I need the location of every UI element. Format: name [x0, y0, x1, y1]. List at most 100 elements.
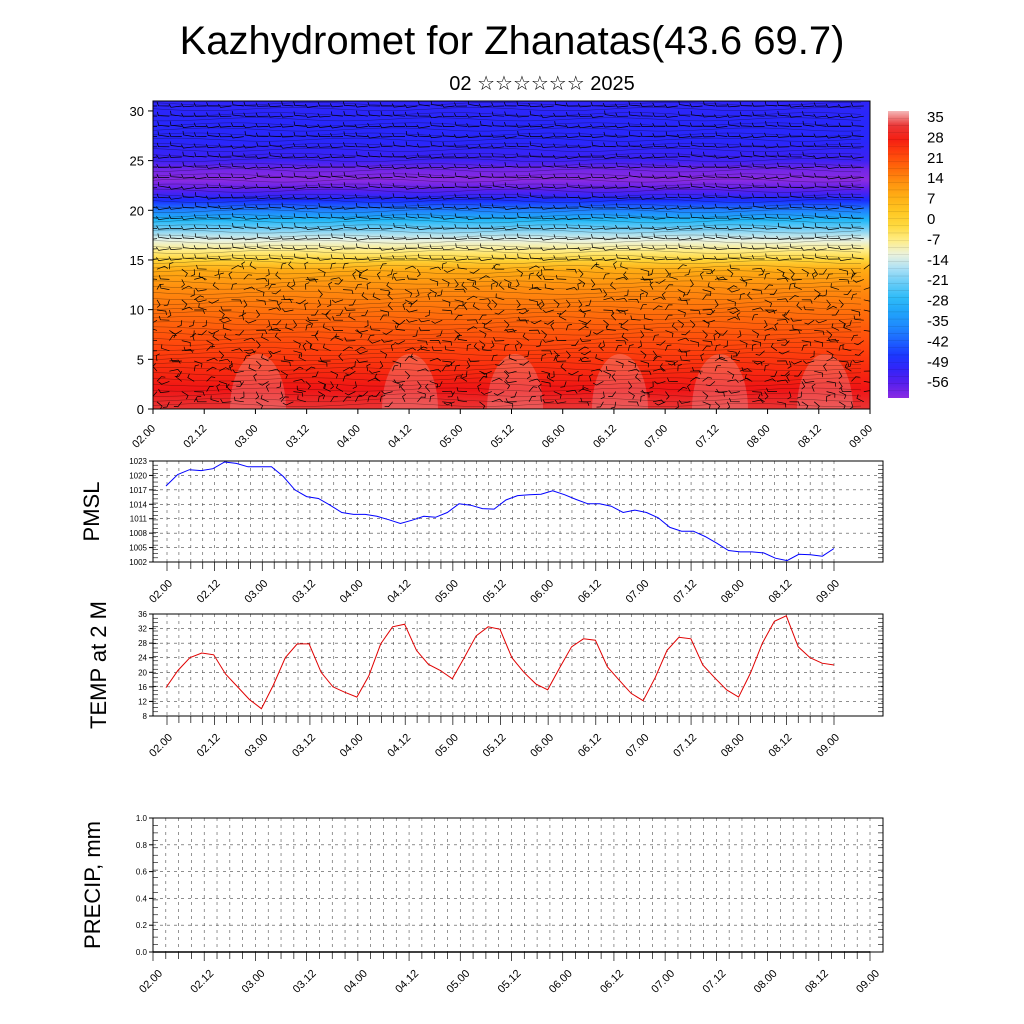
y-axis-title: TEMP at 2 M [86, 601, 111, 729]
section-x-tick-label: 03.12 [284, 423, 312, 451]
x-tick-label: 08.00 [719, 578, 747, 606]
colorbar-label: 28 [927, 129, 944, 146]
x-tick-label: 03.00 [242, 732, 270, 760]
section-x-tick-label: 05.00 [437, 423, 465, 451]
x-tick-label: 07.00 [624, 578, 652, 606]
x-tick-label: 03.00 [242, 578, 270, 606]
y-tick-label: 1020 [129, 471, 147, 480]
section-x-tick-label: 04.00 [335, 423, 363, 451]
section-wind-barbs [153, 101, 870, 409]
colorbar: 35 28 21 14 7 0 -7 -14 -21 -28 -35 -42 -49 -56 [888, 109, 949, 398]
x-tick-label: 05.00 [433, 732, 461, 760]
colorbar-label: 7 [927, 191, 935, 208]
colorbar-label: -14 [927, 252, 949, 269]
x-tick-label: 06.00 [528, 578, 556, 606]
panel-frame [152, 817, 884, 953]
y-tick-label: 24 [138, 654, 147, 663]
y-tick-label: 1005 [129, 544, 147, 553]
section-x-tick-label: 04.12 [386, 423, 414, 451]
colorbar-label: -28 [927, 293, 949, 310]
panel-frame [152, 460, 884, 563]
y-tick-label: 0.6 [136, 868, 148, 877]
y-axis-title: PMSL [79, 482, 104, 542]
x-tick-label: 03.12 [291, 968, 319, 996]
x-tick-label: 05.00 [444, 968, 472, 996]
section-x-tick-label: 02.12 [181, 423, 209, 451]
section-x-tick-label: 05.12 [489, 423, 517, 451]
x-tick-label: 05.12 [481, 732, 509, 760]
x-tick-label: 08.12 [767, 732, 795, 760]
precip-panel: 0.0 0.2 0.4 0.6 0.8 1.0 02.00 02.12 03.00 03.12 04… [80, 814, 884, 996]
colorbar-label: 14 [927, 170, 944, 187]
y-tick-label: 1023 [129, 457, 147, 466]
section-y-tick-label: 20 [130, 203, 144, 218]
chart-title: Kazhydromet for Zhanatas(43.6 69.7) [179, 19, 845, 63]
x-tick-label: 06.12 [576, 732, 604, 760]
section-x-tick-label: 08.00 [745, 423, 773, 451]
section-x-tick-label: 09.00 [847, 423, 875, 451]
section-x-tick-label: 03.00 [233, 423, 261, 451]
colorbar-label: 35 [927, 109, 944, 126]
x-tick-label: 04.12 [393, 968, 421, 996]
colorbar-label: -7 [927, 231, 940, 248]
y-tick-label: 1002 [129, 558, 147, 567]
x-tick-label: 03.12 [290, 578, 318, 606]
section-x-tick-label: 07.00 [642, 423, 670, 451]
x-tick-label: 04.12 [385, 578, 413, 606]
x-tick-label: 08.12 [767, 578, 795, 606]
y-tick-label: 1011 [130, 515, 148, 524]
warm-cell [382, 354, 438, 409]
colorbar-label: -56 [927, 374, 949, 391]
colorbar-label: -21 [927, 272, 949, 289]
x-tick-label: 07.00 [649, 968, 677, 996]
x-tick-label: 04.00 [338, 732, 366, 760]
x-tick-label: 09.00 [814, 732, 842, 760]
series-line [165, 461, 835, 562]
x-tick-label: 04.12 [385, 732, 413, 760]
section-y-tick-label: 25 [130, 154, 144, 169]
section-temperature-field [153, 101, 870, 409]
x-tick-label: 07.12 [671, 578, 699, 606]
x-tick-label: 07.12 [671, 732, 699, 760]
series-line [165, 615, 835, 710]
section-y-tick-label: 0 [137, 402, 144, 417]
y-tick-label: 0.8 [136, 841, 148, 850]
panel-grid [153, 460, 883, 563]
y-tick-label: 1008 [129, 529, 147, 538]
y-tick-label: 8 [143, 712, 148, 721]
y-tick-label: 36 [138, 610, 147, 619]
x-tick-label: 02.00 [137, 968, 165, 996]
section-panel: 0 5 10 15 20 25 30 02.00 02.12 03.00 03.12 04.00 04.… [130, 100, 875, 451]
x-tick-label: 05.12 [496, 968, 524, 996]
colorbar-label: -42 [927, 333, 949, 350]
x-tick-label: 05.00 [433, 578, 461, 606]
x-tick-label: 02.12 [188, 968, 216, 996]
section-x-tick-label: 07.12 [694, 423, 722, 451]
y-tick-label: 12 [138, 697, 147, 706]
warm-cell [797, 354, 853, 409]
x-tick-label: 04.00 [342, 968, 370, 996]
section-y-tick-label: 5 [137, 352, 144, 367]
panel-grid [153, 613, 883, 717]
colorbar-label: -49 [927, 354, 949, 371]
section-isotherms [153, 102, 862, 407]
x-tick-label: 02.00 [147, 578, 175, 606]
panel-grid [152, 817, 883, 953]
section-y-tick-label: 30 [130, 104, 144, 119]
y-tick-label: 32 [138, 625, 147, 634]
x-tick-label: 06.00 [547, 968, 575, 996]
colorbar-label: -35 [927, 313, 949, 330]
y-tick-label: 16 [138, 683, 147, 692]
temp2m-panel: 8 12 16 20 24 28 32 36 02.00 02.12 03.00 03.12 04.00… [86, 601, 884, 760]
x-tick-label: 09.00 [814, 578, 842, 606]
x-tick-label: 06.00 [528, 732, 556, 760]
x-tick-label: 02.12 [195, 732, 223, 760]
y-tick-label: 0.0 [136, 948, 148, 957]
section-y-tick-label: 10 [130, 303, 144, 318]
x-tick-label: 05.12 [481, 578, 509, 606]
section-x-tick-label: 08.12 [796, 423, 824, 451]
y-tick-label: 0.2 [136, 921, 148, 930]
section-y-tick-label: 15 [130, 253, 144, 268]
section-x-tick-label: 02.00 [130, 423, 158, 451]
